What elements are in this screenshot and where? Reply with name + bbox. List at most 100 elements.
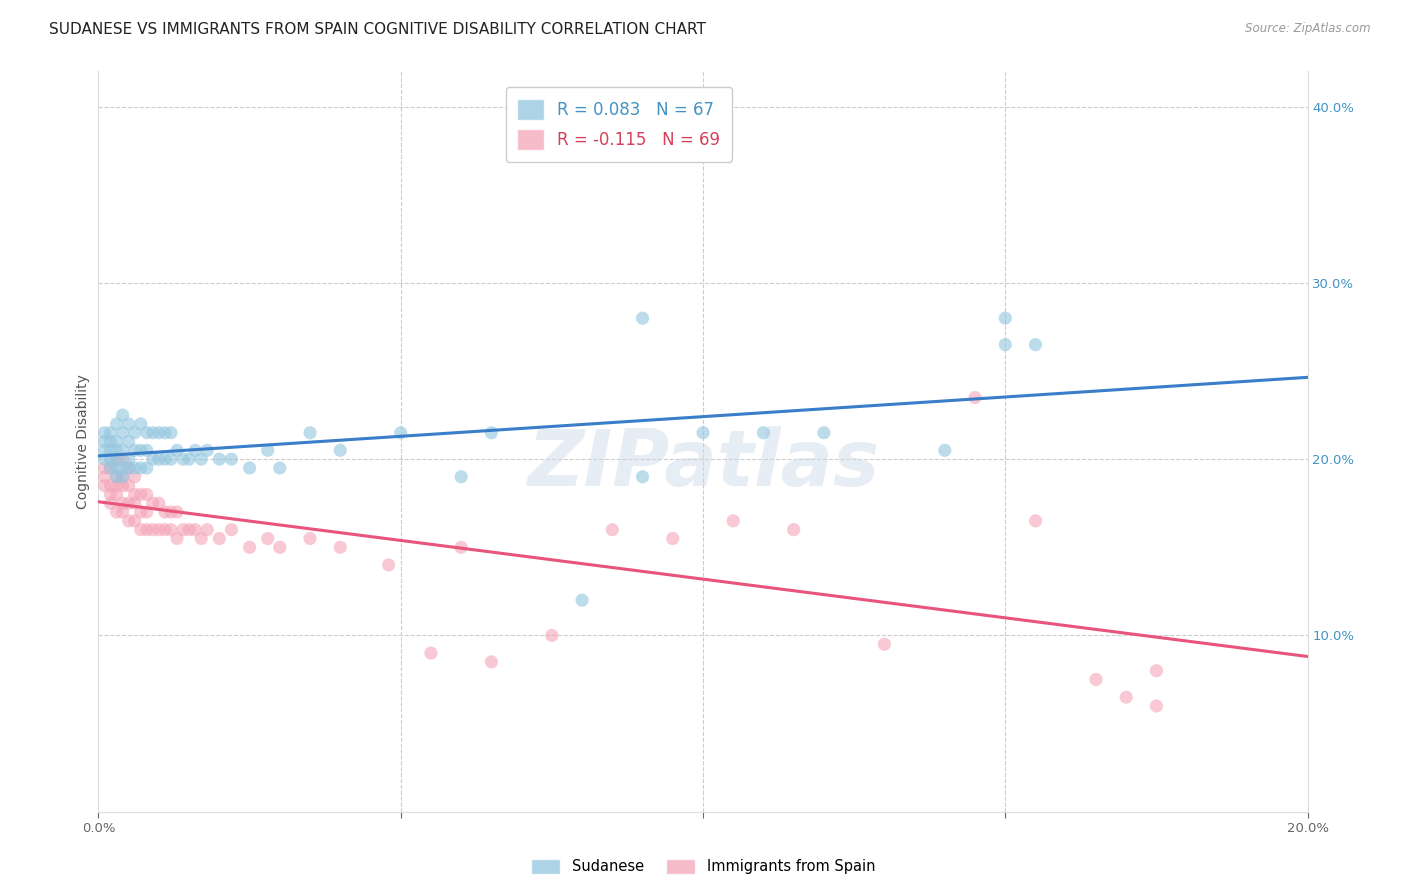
Point bbox=[100, 496, 122, 510]
Point bbox=[190, 452, 212, 467]
Point bbox=[135, 523, 157, 537]
Point bbox=[111, 425, 134, 440]
Point bbox=[118, 434, 141, 449]
Text: SUDANESE VS IMMIGRANTS FROM SPAIN COGNITIVE DISABILITY CORRELATION CHART: SUDANESE VS IMMIGRANTS FROM SPAIN COGNIT… bbox=[49, 22, 706, 37]
Point bbox=[148, 452, 170, 467]
Point bbox=[256, 532, 278, 546]
Point bbox=[93, 478, 115, 492]
Point bbox=[142, 523, 165, 537]
Point bbox=[540, 628, 562, 642]
Point bbox=[783, 523, 806, 537]
Point bbox=[631, 470, 654, 484]
Point bbox=[450, 470, 472, 484]
Point bbox=[111, 470, 134, 484]
Point bbox=[752, 425, 775, 440]
Point bbox=[934, 443, 956, 458]
Point bbox=[166, 505, 188, 519]
Point bbox=[723, 514, 745, 528]
Point bbox=[142, 496, 165, 510]
Point bbox=[153, 452, 176, 467]
Point bbox=[184, 523, 207, 537]
Point bbox=[135, 487, 157, 501]
Point bbox=[571, 593, 593, 607]
Y-axis label: Cognitive Disability: Cognitive Disability bbox=[76, 374, 90, 509]
Point bbox=[129, 505, 152, 519]
Point bbox=[100, 461, 122, 475]
Point bbox=[420, 646, 443, 660]
Point bbox=[299, 532, 322, 546]
Point bbox=[100, 443, 122, 458]
Point bbox=[166, 443, 188, 458]
Point bbox=[124, 425, 146, 440]
Point bbox=[148, 496, 170, 510]
Point bbox=[118, 452, 141, 467]
Point bbox=[1144, 664, 1167, 678]
Point bbox=[965, 391, 987, 405]
Point bbox=[129, 523, 152, 537]
Point bbox=[111, 461, 134, 475]
Point bbox=[129, 461, 152, 475]
Point bbox=[208, 532, 231, 546]
Point bbox=[105, 452, 128, 467]
Point bbox=[105, 487, 128, 501]
Point bbox=[172, 523, 194, 537]
Point bbox=[100, 434, 122, 449]
Point bbox=[239, 461, 262, 475]
Point bbox=[118, 417, 141, 431]
Point bbox=[135, 443, 157, 458]
Point bbox=[93, 434, 115, 449]
Point bbox=[111, 505, 134, 519]
Point bbox=[1144, 698, 1167, 713]
Point bbox=[100, 452, 122, 467]
Point bbox=[239, 541, 262, 555]
Point bbox=[184, 443, 207, 458]
Point bbox=[148, 523, 170, 537]
Point bbox=[153, 523, 176, 537]
Point bbox=[100, 425, 122, 440]
Point bbox=[873, 637, 896, 651]
Point bbox=[256, 443, 278, 458]
Point bbox=[111, 408, 134, 422]
Point bbox=[377, 558, 399, 572]
Point bbox=[111, 470, 134, 484]
Point bbox=[160, 425, 183, 440]
Point bbox=[153, 425, 176, 440]
Point bbox=[329, 541, 352, 555]
Point bbox=[105, 417, 128, 431]
Point bbox=[111, 452, 134, 467]
Point bbox=[135, 505, 157, 519]
Point bbox=[481, 425, 503, 440]
Point bbox=[153, 505, 176, 519]
Point bbox=[105, 470, 128, 484]
Point bbox=[124, 443, 146, 458]
Point bbox=[105, 470, 128, 484]
Point bbox=[105, 443, 128, 458]
Point bbox=[692, 425, 714, 440]
Point bbox=[813, 425, 835, 440]
Point bbox=[160, 523, 183, 537]
Point bbox=[124, 496, 146, 510]
Point bbox=[602, 523, 624, 537]
Point bbox=[481, 655, 503, 669]
Text: ZIPatlas: ZIPatlas bbox=[527, 425, 879, 502]
Point bbox=[118, 496, 141, 510]
Point bbox=[389, 425, 412, 440]
Point bbox=[299, 425, 322, 440]
Point bbox=[105, 461, 128, 475]
Point bbox=[105, 434, 128, 449]
Point bbox=[1085, 673, 1108, 687]
Point bbox=[124, 470, 146, 484]
Point bbox=[135, 461, 157, 475]
Point bbox=[124, 461, 146, 475]
Text: Source: ZipAtlas.com: Source: ZipAtlas.com bbox=[1246, 22, 1371, 36]
Point bbox=[100, 478, 122, 492]
Point bbox=[179, 452, 201, 467]
Point bbox=[105, 505, 128, 519]
Point bbox=[129, 443, 152, 458]
Point bbox=[93, 461, 115, 475]
Point bbox=[160, 505, 183, 519]
Point bbox=[994, 311, 1017, 326]
Point bbox=[269, 541, 291, 555]
Point bbox=[208, 452, 231, 467]
Point bbox=[129, 417, 152, 431]
